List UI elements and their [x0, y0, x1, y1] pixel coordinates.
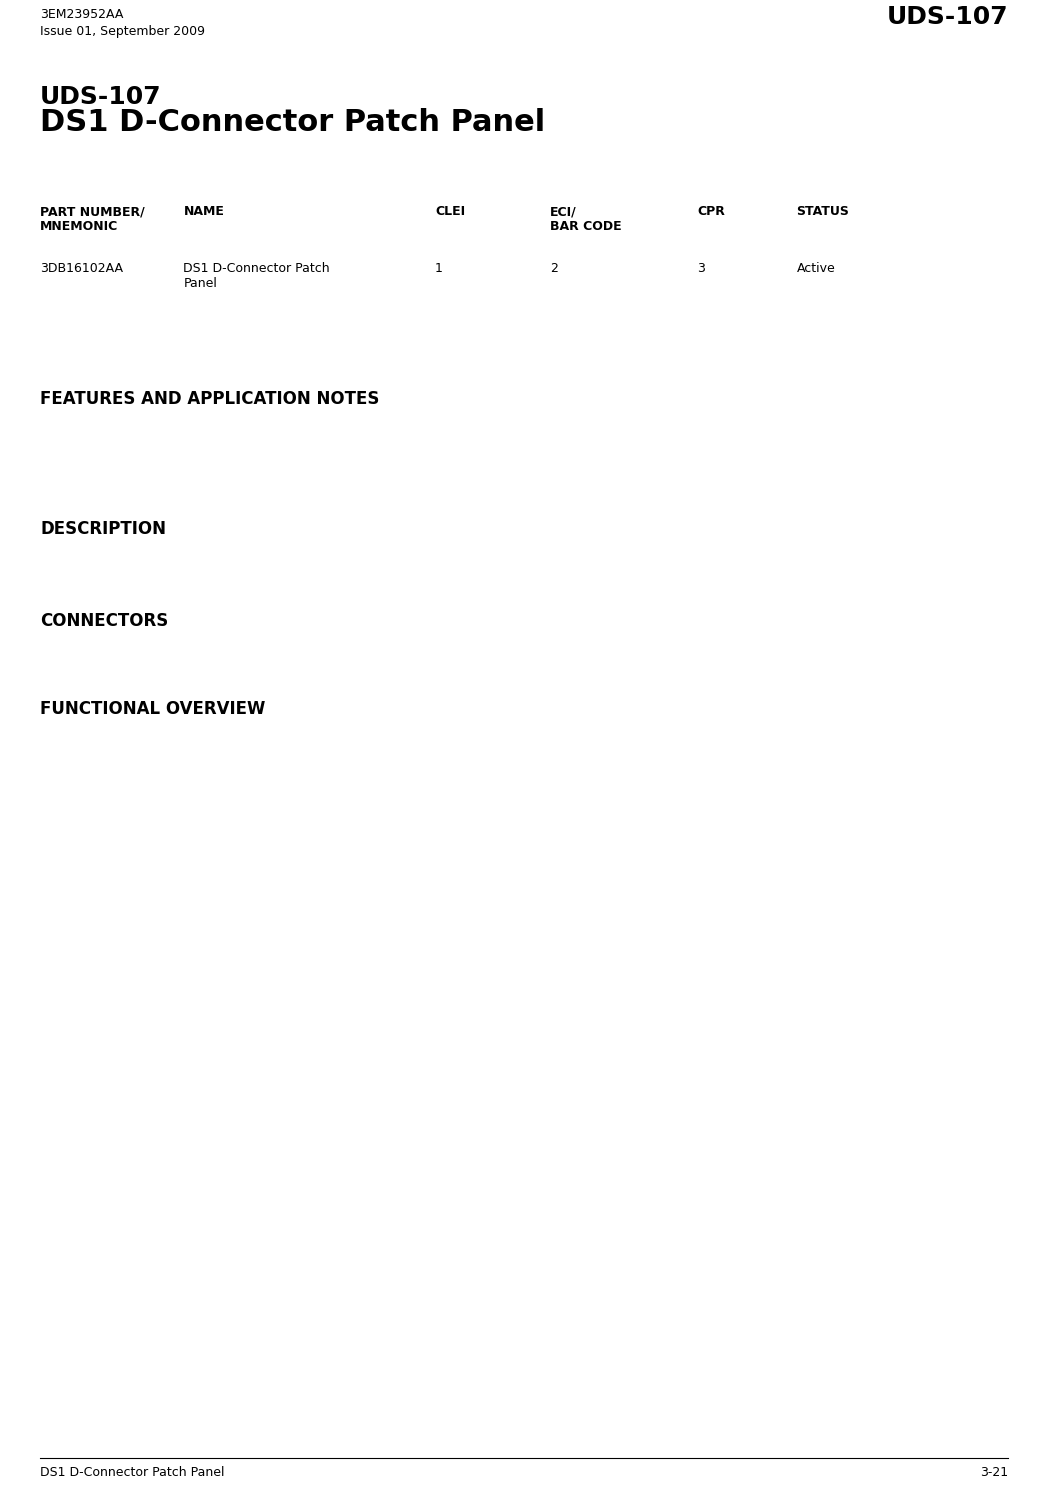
Text: FUNCTIONAL OVERVIEW: FUNCTIONAL OVERVIEW: [40, 700, 265, 718]
Text: FEATURES AND APPLICATION NOTES: FEATURES AND APPLICATION NOTES: [40, 390, 379, 408]
Text: 3: 3: [697, 262, 705, 274]
Text: 3DB16102AA: 3DB16102AA: [40, 262, 123, 274]
Text: 3-21: 3-21: [980, 1466, 1008, 1480]
Text: UDS-107: UDS-107: [887, 4, 1008, 28]
Text: DESCRIPTION: DESCRIPTION: [40, 520, 166, 538]
Text: DS1 D-Connector Patch Panel: DS1 D-Connector Patch Panel: [40, 1466, 224, 1480]
Text: NAME: NAME: [183, 205, 224, 217]
Text: 1: 1: [435, 262, 443, 274]
Text: DS1 D-Connector Patch
Panel: DS1 D-Connector Patch Panel: [183, 262, 330, 289]
Text: Active: Active: [796, 262, 835, 274]
Text: CPR: CPR: [697, 205, 725, 217]
Text: STATUS: STATUS: [796, 205, 849, 217]
Text: PART NUMBER/
MNEMONIC: PART NUMBER/ MNEMONIC: [40, 205, 145, 232]
Text: ECI/
BAR CODE: ECI/ BAR CODE: [550, 205, 621, 232]
Text: 3EM23952AA: 3EM23952AA: [40, 7, 124, 21]
Text: CLEI: CLEI: [435, 205, 465, 217]
Text: UDS-107: UDS-107: [40, 85, 161, 109]
Text: 2: 2: [550, 262, 559, 274]
Text: DS1 D-Connector Patch Panel: DS1 D-Connector Patch Panel: [40, 108, 545, 136]
Text: Issue 01, September 2009: Issue 01, September 2009: [40, 25, 205, 37]
Text: CONNECTORS: CONNECTORS: [40, 612, 169, 630]
